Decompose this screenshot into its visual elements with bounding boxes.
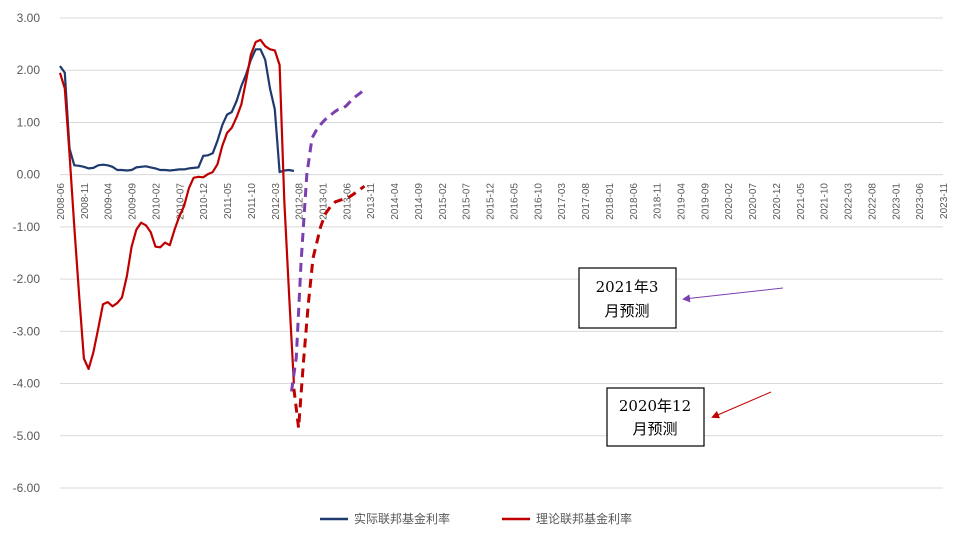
- x-tick-label: 2023-11: [939, 183, 950, 219]
- annotation-arrow: [711, 391, 772, 419]
- annotation-line-2: 月预测: [632, 420, 677, 438]
- x-tick-label: 2011-05: [223, 183, 234, 219]
- x-tick-label: 2021-10: [820, 183, 831, 220]
- series-actual-rate: [59, 48, 295, 174]
- annotation-line-2: 月预测: [604, 302, 649, 320]
- x-tick-label: 2013-01: [319, 183, 330, 220]
- x-tick-label: 2020-02: [724, 183, 735, 220]
- x-tick-label: 2023-06: [915, 183, 926, 220]
- x-tick-label: 2015-02: [438, 183, 449, 220]
- legend: 实际联邦基金利率 理论联邦基金利率: [320, 511, 632, 526]
- x-tick-label: 2014-04: [390, 183, 401, 220]
- y-tick-label: 1.00: [17, 115, 41, 129]
- x-tick-label: 2016-10: [533, 183, 544, 220]
- x-tick-label: 2016-05: [509, 183, 520, 220]
- x-tick-label: 2010-12: [199, 183, 210, 220]
- x-tick-label: 2015-12: [486, 183, 497, 220]
- x-tick-label: 2017-03: [557, 183, 568, 220]
- y-tick-label: 3.00: [17, 11, 41, 25]
- y-tick-label: -5.00: [13, 429, 41, 443]
- x-tick-label: 2020-07: [748, 183, 759, 220]
- x-tick-label: 2012-03: [271, 183, 282, 220]
- y-tick-label: -6.00: [13, 481, 41, 495]
- annotation-arrow: [682, 287, 784, 303]
- x-tick-label: 2009-09: [128, 183, 139, 220]
- x-tick-label: 2021-05: [796, 183, 807, 220]
- x-tick-label: 2010-07: [175, 183, 186, 220]
- annotation-box: [578, 267, 677, 329]
- x-tick-label: 2010-02: [151, 183, 162, 220]
- x-tick-label: 2012-08: [295, 183, 306, 220]
- x-tick-label: 2013-11: [366, 183, 377, 219]
- y-tick-label: 0.00: [17, 168, 41, 182]
- x-tick-label: 2014-09: [414, 183, 425, 220]
- y-tick-label: 2.00: [17, 63, 41, 77]
- series-theoretical-rate: [58, 38, 295, 384]
- x-tick-label: 2019-04: [676, 183, 687, 220]
- annotation-box: [606, 387, 705, 447]
- x-tick-label: 2008-11: [80, 183, 91, 219]
- x-tick-label: 2009-04: [104, 183, 115, 220]
- x-tick-label: 2022-03: [844, 183, 855, 220]
- series-lines: [58, 38, 367, 430]
- annotation-line-1: 2020年12: [619, 397, 691, 415]
- x-tick-label: 2008-06: [56, 183, 67, 220]
- series-forecast-dec-2020: [292, 184, 366, 430]
- y-tick-label: -1.00: [13, 220, 41, 234]
- x-tick-label: 2018-11: [653, 183, 664, 219]
- x-tick-label: 2017-08: [581, 183, 592, 220]
- x-axis-ticks: 2008-06 2008-11 2009-04 2009-09 2010-02 2010-…: [56, 183, 950, 220]
- x-tick-label: 2015-07: [462, 183, 473, 220]
- x-tick-label: 2011-10: [247, 183, 258, 219]
- x-tick-label: 2022-08: [867, 183, 878, 220]
- x-tick-label: 2023-01: [891, 183, 902, 220]
- x-tick-label: 2018-01: [605, 183, 616, 220]
- y-axis-ticks: 3.00 2.00 1.00 0.00 -1.00 -2.00 -3.00 -4.00 -5.0…: [13, 11, 41, 495]
- annotation-dec-2020: 2020年12 月预测: [606, 387, 772, 447]
- annotation-line-1: 2021年3: [596, 278, 659, 296]
- annotation-mar-2021: 2021年3 月预测: [578, 267, 784, 329]
- y-tick-label: -3.00: [13, 324, 41, 338]
- x-tick-label: 2018-06: [629, 183, 640, 220]
- y-tick-label: -2.00: [13, 272, 41, 286]
- series-forecast-mar-2021: [290, 87, 367, 392]
- x-tick-label: 2019-09: [700, 183, 711, 220]
- legend-label-actual: 实际联邦基金利率: [354, 511, 450, 526]
- x-tick-label: 2020-12: [772, 183, 783, 220]
- legend-label-theory: 理论联邦基金利率: [536, 511, 632, 526]
- y-tick-label: -4.00: [13, 377, 41, 391]
- x-tick-label: 2013-06: [342, 183, 353, 220]
- gridlines: [60, 17, 943, 489]
